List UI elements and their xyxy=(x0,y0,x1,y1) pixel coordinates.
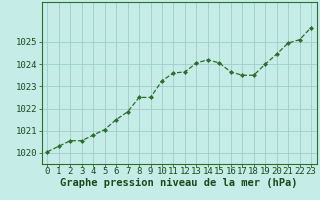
X-axis label: Graphe pression niveau de la mer (hPa): Graphe pression niveau de la mer (hPa) xyxy=(60,178,298,188)
